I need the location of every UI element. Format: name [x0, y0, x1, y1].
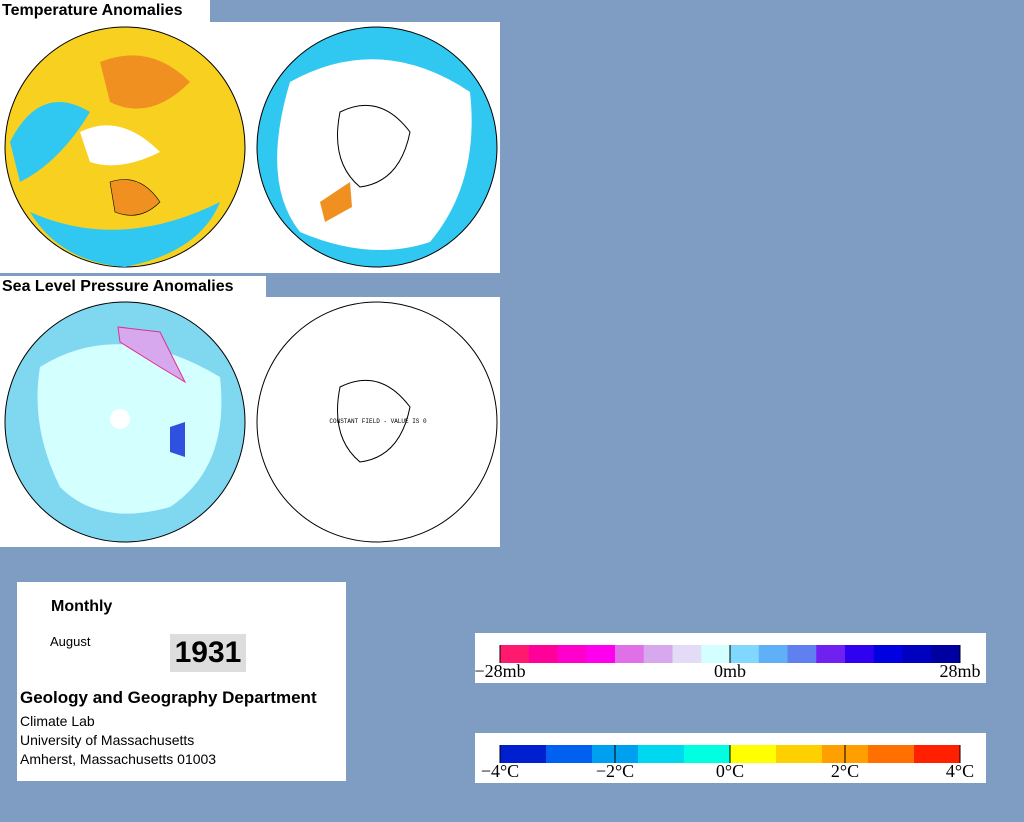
legend-swatch	[873, 645, 903, 663]
legend-swatch	[586, 645, 616, 663]
legend-label: −4°C	[481, 761, 519, 781]
address-line: Climate Lab	[20, 713, 95, 729]
map-note: CONSTANT FIELD - VALUE IS 0	[329, 418, 427, 425]
legend-swatch	[730, 745, 777, 763]
legend-swatch	[615, 645, 645, 663]
legend-label: 0mb	[714, 661, 746, 681]
pressure-legend: −28mb 0mb 28mb	[475, 633, 986, 683]
panel-title: Sea Level Pressure Anomalies	[0, 276, 266, 297]
legend-swatch	[902, 645, 932, 663]
legend-swatch	[701, 645, 731, 663]
legend-swatch	[816, 645, 846, 663]
legend-swatch	[868, 745, 915, 763]
pressure-maps: CONSTANT FIELD - VALUE IS 0	[0, 297, 500, 547]
legend-swatch	[557, 645, 587, 663]
legend-swatch	[528, 645, 558, 663]
legend-label: 4°C	[946, 761, 974, 781]
legend-swatch	[638, 745, 685, 763]
legend-swatch	[730, 645, 760, 663]
legend-swatch	[684, 745, 731, 763]
year: 1931	[170, 634, 246, 672]
temperature-maps	[0, 22, 500, 273]
legend-swatch	[776, 745, 823, 763]
legend-swatch	[914, 745, 961, 763]
address: Climate Lab University of Massachusetts …	[20, 712, 216, 769]
legend-label: −28mb	[475, 661, 526, 681]
legend-swatch	[672, 645, 702, 663]
legend-swatch	[643, 645, 673, 663]
legend-swatch	[546, 745, 593, 763]
legend-label: −2°C	[596, 761, 634, 781]
legend-swatch	[845, 645, 875, 663]
legend-swatch	[787, 645, 817, 663]
address-line: University of Massachusetts	[20, 732, 195, 748]
temperature-legend: −4°C −2°C 0°C 2°C 4°C	[475, 733, 986, 783]
legend-swatch	[931, 645, 961, 663]
legend-swatch	[758, 645, 788, 663]
legend-label: 28mb	[939, 661, 980, 681]
info-box: Monthly August 1931 Geology and Geograph…	[17, 582, 346, 781]
legend-label: 2°C	[831, 761, 859, 781]
address-line: Amherst, Massachusetts 01003	[20, 751, 217, 767]
legend-swatch	[500, 645, 530, 663]
legend-label: 0°C	[716, 761, 744, 781]
panel-title: Temperature Anomalies	[0, 0, 210, 22]
month: August	[50, 634, 91, 649]
department: Geology and Geography Department	[20, 688, 317, 707]
legend-swatch	[500, 745, 547, 763]
period: Monthly	[51, 598, 113, 615]
